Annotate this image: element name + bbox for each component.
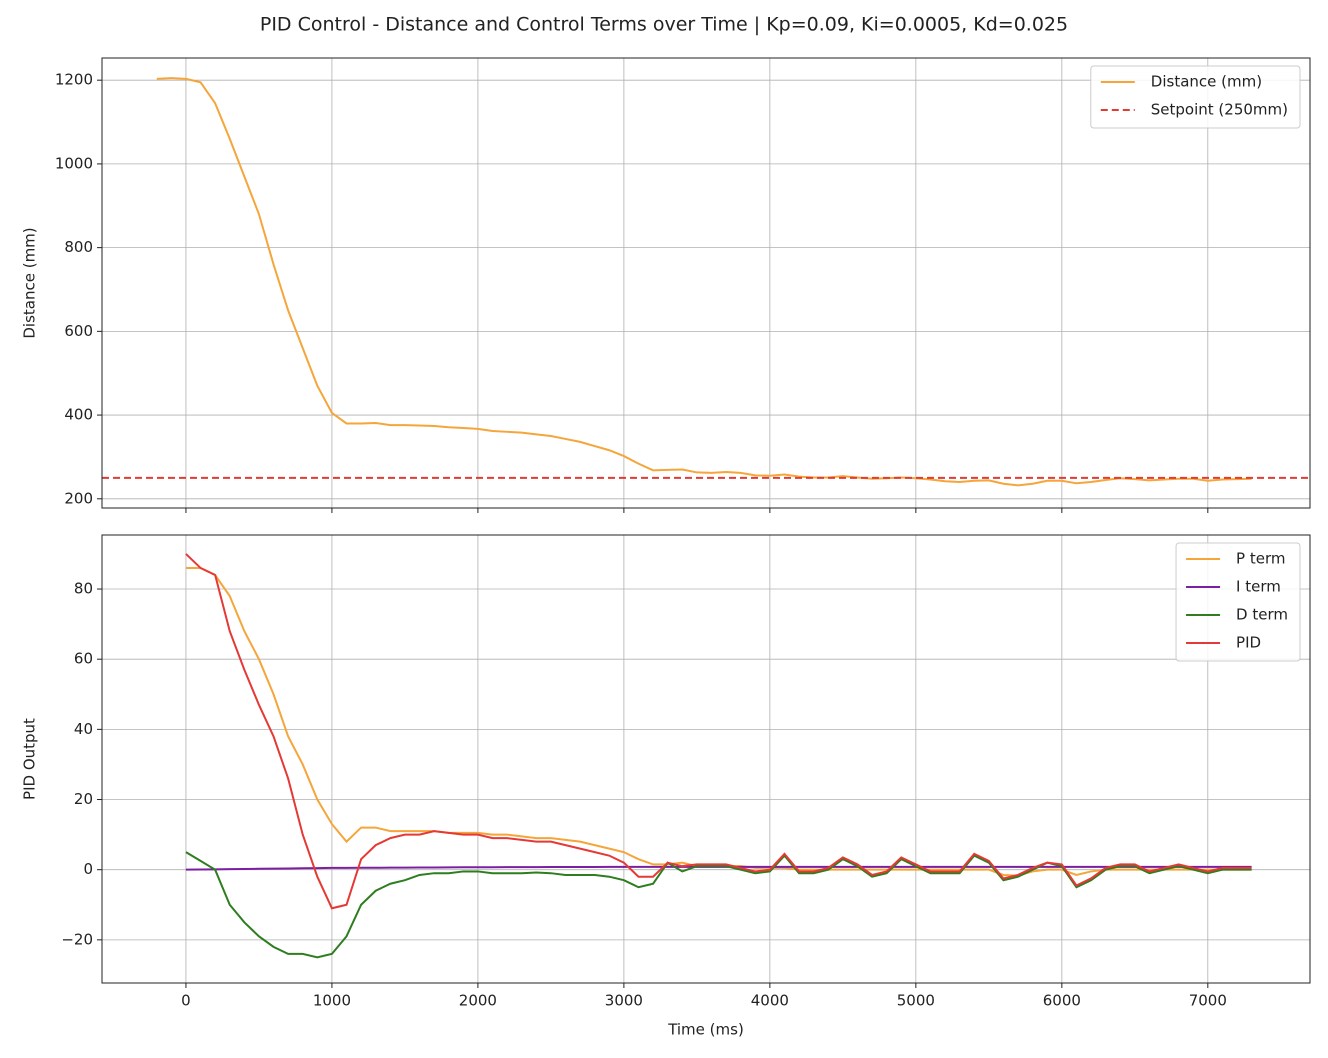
x-tick-label: 5000 <box>897 992 935 1010</box>
x-tick-label: 6000 <box>1043 992 1081 1010</box>
y-tick-label: 1200 <box>55 71 93 89</box>
x-tick-label: 0 <box>181 992 191 1010</box>
y-tick-label: 60 <box>74 650 93 668</box>
legend-label: P term <box>1236 550 1285 568</box>
series-line <box>185 865 1252 871</box>
axes-frame <box>101 57 1311 509</box>
y-tick-label: 600 <box>64 322 93 340</box>
y-tick-label: 400 <box>64 406 93 424</box>
legend-box <box>1090 65 1301 129</box>
legend-label: Setpoint (250mm) <box>1151 101 1288 119</box>
axes-frame <box>101 534 1311 984</box>
x-tick-label: 4000 <box>751 992 789 1010</box>
x-tick-label: 7000 <box>1189 992 1227 1010</box>
x-tick-label: 1000 <box>313 992 351 1010</box>
legend-box <box>1175 542 1301 662</box>
legend-label: D term <box>1236 606 1288 624</box>
legend: P term I term D term PID <box>1175 542 1301 662</box>
legend: Distance (mm) Setpoint (250mm) <box>1090 65 1301 129</box>
series-line <box>185 553 1252 910</box>
x-tick-label: 2000 <box>459 992 497 1010</box>
y-tick-label: 80 <box>74 580 93 598</box>
x-tick-label: 3000 <box>605 992 643 1010</box>
x-axis-label: Time (ms) <box>667 1021 744 1039</box>
series-line <box>185 566 1252 877</box>
y-tick-label: −20 <box>61 930 93 948</box>
legend-label: PID <box>1236 634 1261 652</box>
y-tick-label: 20 <box>74 790 93 808</box>
legend-label: I term <box>1236 578 1281 596</box>
y-axis-label: PID Output <box>21 718 39 800</box>
y-axis-label: Distance (mm) <box>21 227 39 338</box>
y-tick-label: 1000 <box>55 154 93 172</box>
y-tick-label: 40 <box>74 720 93 738</box>
legend-label: Distance (mm) <box>1151 73 1262 91</box>
y-tick-label: 800 <box>64 238 93 256</box>
y-tick-label: 0 <box>83 860 93 878</box>
chart-title: PID Control - Distance and Control Terms… <box>260 14 1068 36</box>
series-line <box>156 77 1252 487</box>
y-tick-label: 200 <box>64 489 93 507</box>
